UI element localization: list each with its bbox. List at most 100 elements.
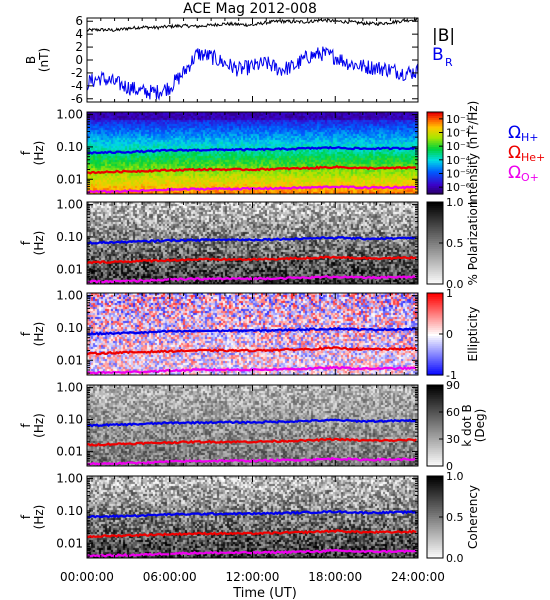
colorbar-segment [427, 273, 443, 277]
gyrofrequency-line-ΩHe+ [86, 437, 418, 447]
colorbar-tick-label: 0.5 [446, 511, 464, 524]
gyrofrequency-line-ΩH+ [87, 509, 417, 519]
colorbar-segment [427, 243, 443, 246]
colorbar-segment [427, 267, 443, 271]
spectrogram-coherency [87, 476, 418, 558]
colorbar-segment [427, 281, 443, 285]
colorbar-segment [427, 457, 443, 461]
spectrogram-intensity [87, 112, 418, 194]
freq-ylabel-line: f [19, 423, 33, 428]
colorbar-tick-label: 0.0 [446, 552, 464, 565]
gyrofrequency-line-ΩHe+ [86, 529, 417, 539]
colorbar-segment [427, 134, 443, 138]
colorbar-segment [427, 504, 443, 508]
colorbar-tick-label: 30 [446, 433, 460, 446]
colorbar-segment [427, 411, 443, 414]
gyrofrequency-line-ΩO+ [86, 548, 417, 558]
colorbar-segment [427, 399, 443, 402]
colorbar-segment [427, 486, 443, 489]
b-ylabel-line: B [24, 56, 38, 64]
colorbar-segment [427, 344, 443, 347]
gyrofrequency-line-ΩO+ [86, 275, 417, 284]
colorbar-segment [427, 315, 443, 319]
freq-tick-label: 1.00 [56, 381, 83, 395]
colorbar-segment [427, 531, 443, 534]
colorbar-segment [427, 549, 443, 553]
colorbar-segment [427, 433, 443, 437]
freq-tick-label: 0.10 [56, 140, 83, 154]
colorbar-segment [427, 437, 443, 441]
colorbar-frame [426, 111, 444, 195]
colorbar-segment [427, 476, 443, 479]
colorbar-segment [427, 277, 443, 281]
colorbar-segment [427, 348, 443, 351]
colorbar-segment [427, 265, 443, 269]
spectrogram-kdotb [87, 385, 418, 466]
b-ytick-label: 2 [75, 40, 83, 54]
freq-tick-label: 0.10 [56, 412, 83, 426]
colorbar-segment [427, 247, 443, 250]
colorbar-segment [427, 447, 443, 451]
colorbar-segment [427, 417, 443, 421]
colorbar-segment [427, 183, 443, 187]
freq-tick-label: 1.00 [56, 289, 83, 303]
colorbar-segment [427, 553, 443, 557]
colorbar-segment [427, 161, 443, 164]
colorbar-segment [427, 387, 443, 390]
colorbar-label-line: Intensity (nT²/Hz) [466, 101, 480, 206]
colorbar-segment [427, 356, 443, 360]
colorbar-segment [427, 319, 443, 323]
colorbar-segment [427, 334, 443, 337]
colorbar-segment [427, 478, 443, 481]
colorbar-tick-label: 10⁻¹ [446, 113, 470, 126]
colorbar-segment [427, 118, 443, 121]
colorbar-segment [427, 372, 443, 376]
time-tick-label: 06:00:00 [143, 570, 197, 584]
colorbar-segment [427, 543, 443, 547]
colorbar-segment [427, 517, 443, 520]
colorbar-label-line: % Polarization [466, 201, 480, 286]
colorbar-segment [427, 441, 443, 445]
colorbar-segment [427, 230, 443, 234]
colorbar-segment [427, 120, 443, 123]
colorbar-segment [427, 249, 443, 252]
colorbar-segment [427, 362, 443, 366]
colorbar-tick-label: 60 [446, 406, 460, 419]
freq-ylabel-line: (Hz) [32, 413, 46, 438]
colorbar-segment [427, 163, 443, 166]
colorbar-segment [427, 405, 443, 408]
colorbar-segment [427, 352, 443, 356]
colorbar-segment [427, 293, 443, 296]
colorbar-tick-label: -1 [446, 369, 457, 382]
gyrofrequency-line-ΩH+ [86, 418, 417, 428]
spectrogram-polarization [87, 202, 418, 284]
colorbar-segment [427, 419, 443, 423]
freq-ylabel-line: (Hz) [32, 141, 46, 166]
colorbar-segment [427, 459, 443, 463]
colorbar-segment [427, 261, 443, 265]
gyro-legend-symbol: Ω [508, 163, 521, 183]
colorbar-segment [427, 366, 443, 370]
colorbar-segment [427, 153, 443, 156]
colorbar-segment [427, 488, 443, 491]
colorbar-frame [426, 384, 444, 467]
colorbar-segment [427, 346, 443, 349]
gyrofrequency-line-ΩHe+ [86, 346, 417, 356]
colorbar-segment [427, 555, 443, 559]
colorbar-tick-label: 0.5 [446, 237, 464, 250]
freq-tick-label: 1.00 [56, 472, 83, 486]
time-tick-label: 12:00:00 [226, 570, 280, 584]
freq-ylabel: f (Hz) [19, 413, 46, 438]
colorbar-segment [427, 204, 443, 207]
freq-ylabel-line: f [19, 150, 33, 155]
colorbar-segment [427, 368, 443, 372]
colorbar-segment [427, 144, 443, 148]
colorbar-segment [427, 299, 443, 302]
b-ytick-label: 4 [75, 27, 83, 41]
legend-br-sub: R [445, 56, 453, 69]
colorbar-segment [427, 455, 443, 459]
gyrofrequency-line-ΩHe+ [86, 164, 417, 175]
b-ytick-label: 0 [75, 53, 83, 67]
colorbar-segment [427, 425, 443, 429]
